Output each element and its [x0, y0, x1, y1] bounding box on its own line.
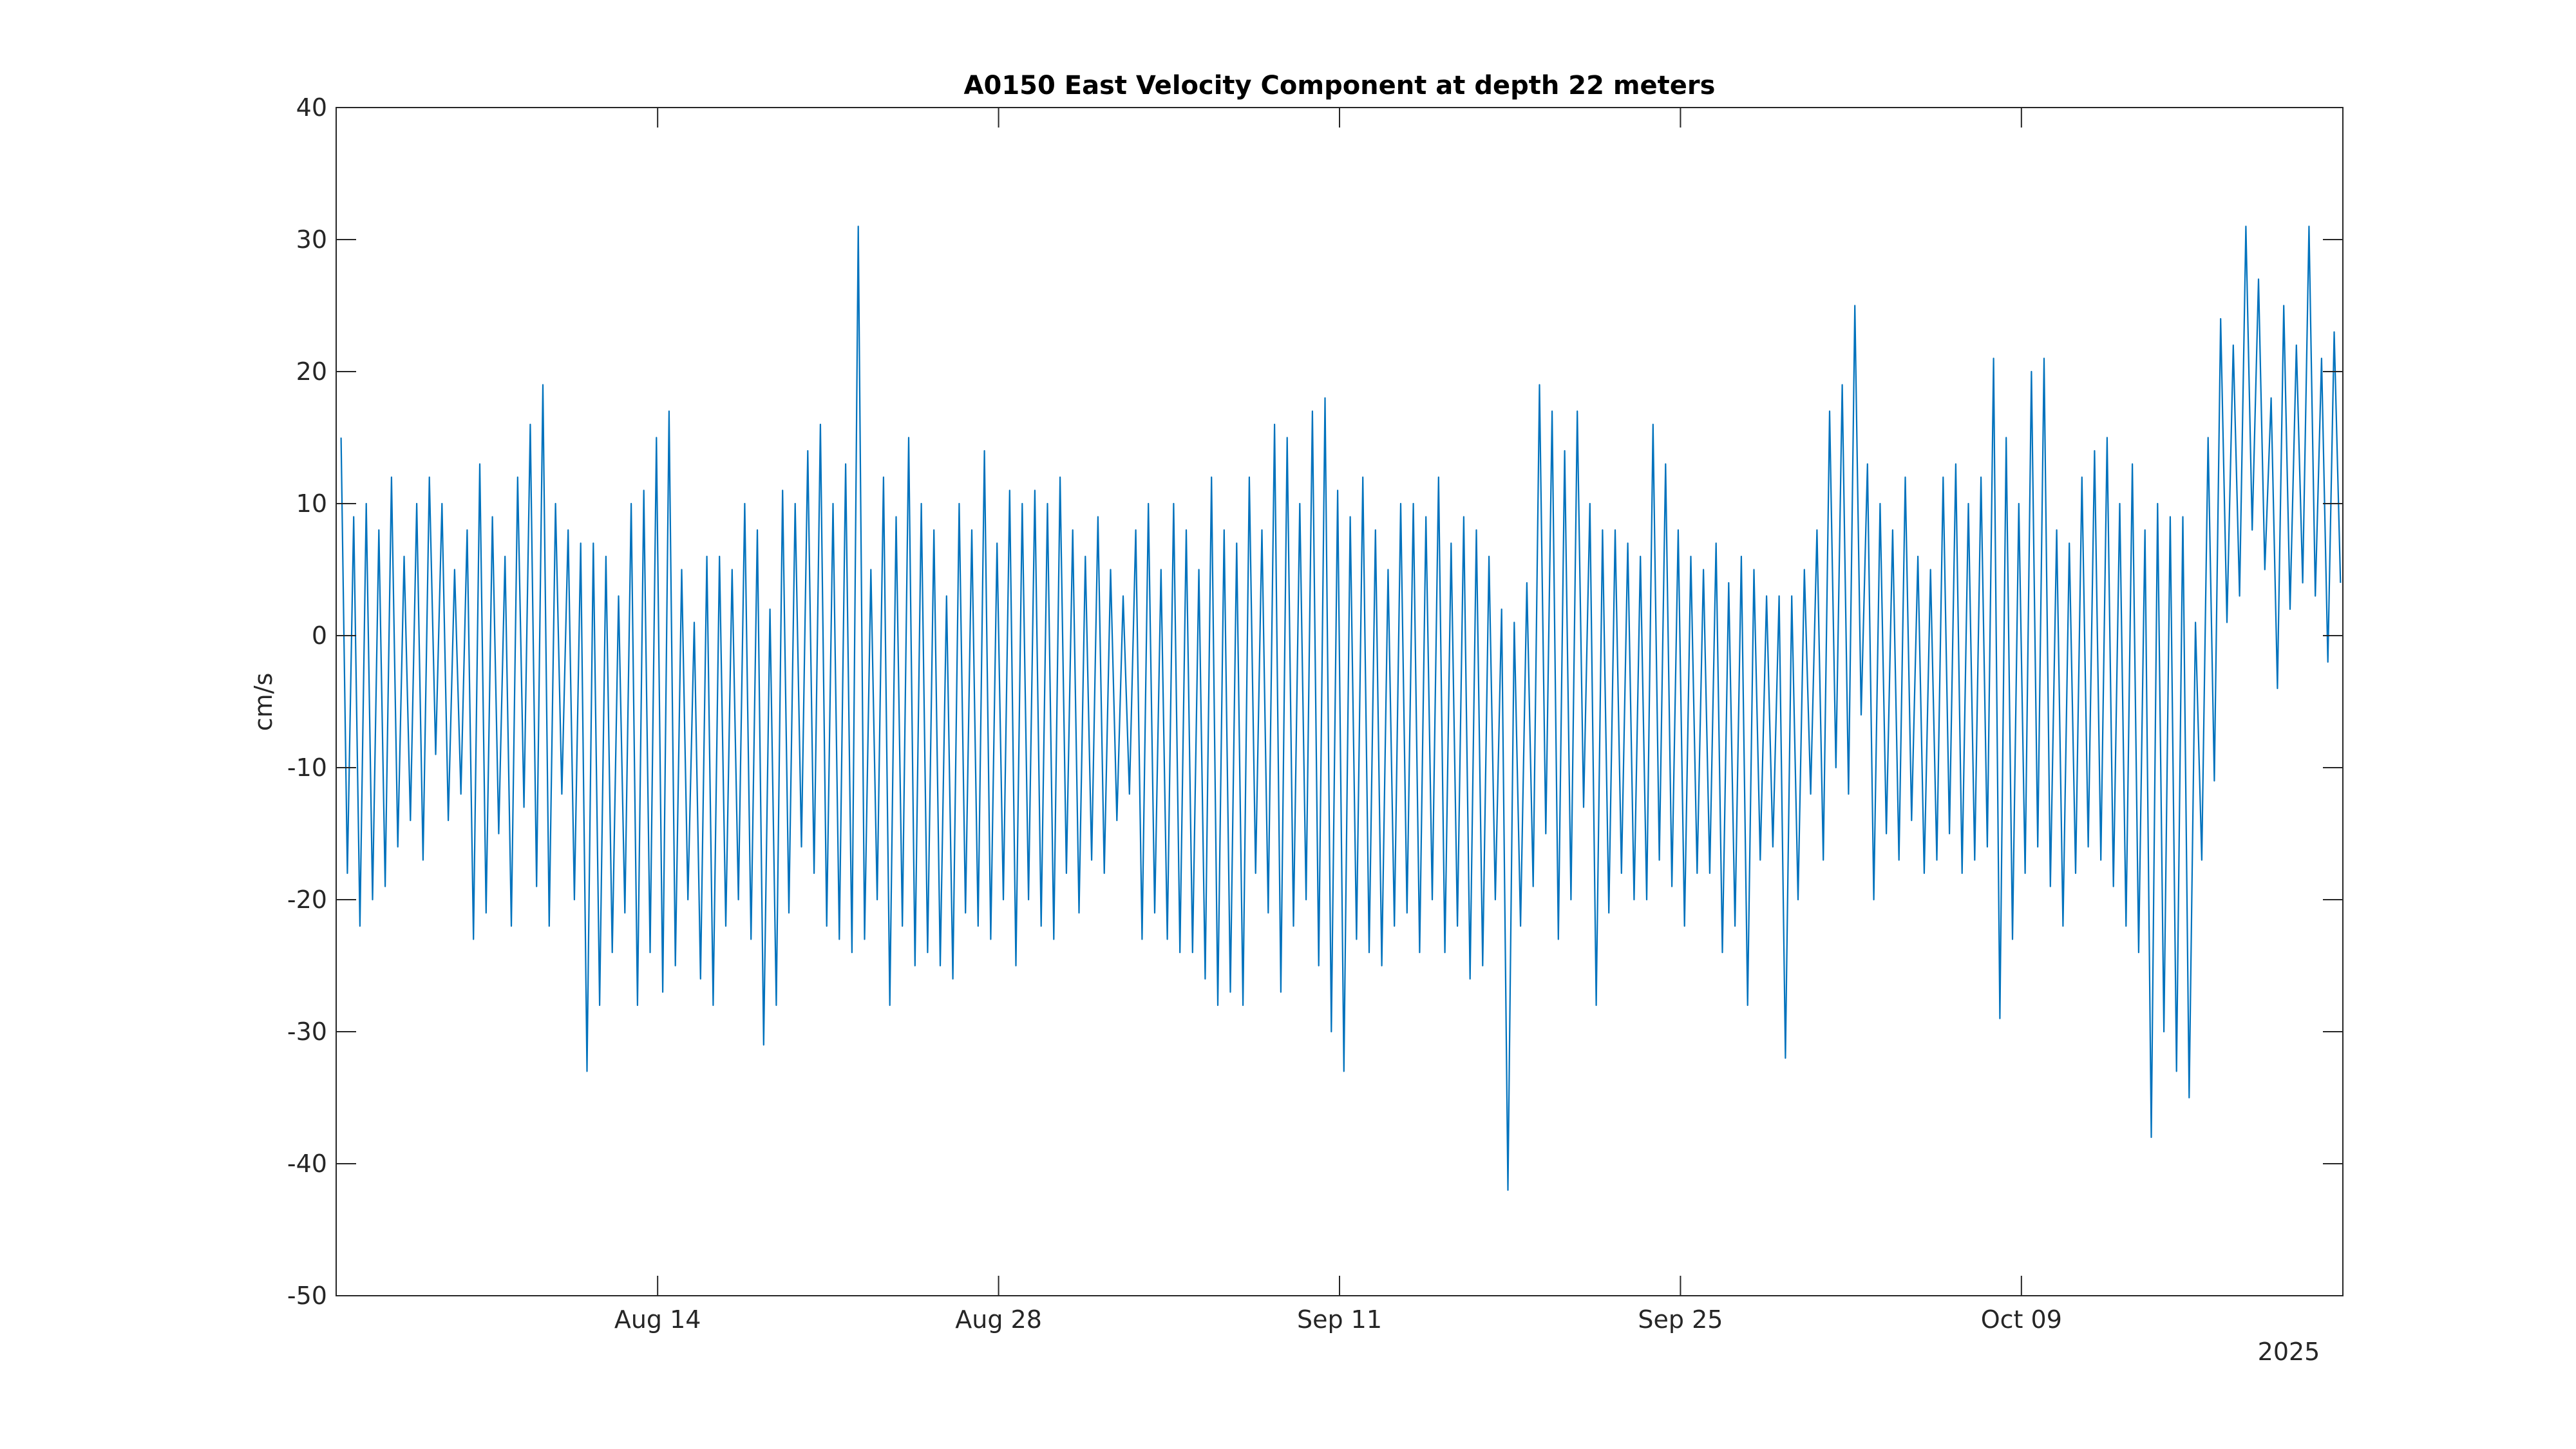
y-tick-label: 30 [296, 225, 327, 254]
x-axis-year-label: 2025 [2258, 1338, 2320, 1366]
series-layer [340, 225, 2342, 1191]
y-axis-label: cm/s [249, 673, 278, 732]
chart-title: A0150 East Velocity Component at depth 2… [964, 71, 1716, 100]
axes-layer: -50 -40 -30 -20 -10 0 10 20 30 40 Aug 14 Aug 28 Sep … [287, 93, 2344, 1334]
x-tick-label: Aug 28 [955, 1305, 1042, 1334]
y-tick-label: -10 [287, 753, 327, 782]
x-tick-label: Aug 14 [614, 1305, 701, 1334]
y-tick-label: -50 [287, 1282, 327, 1310]
y-tick-label: -20 [287, 886, 327, 914]
y-tick-label: 0 [312, 621, 327, 650]
y-tick-label: 10 [296, 489, 327, 518]
x-tick-label: Sep 11 [1297, 1305, 1382, 1334]
y-tick-label: 20 [296, 357, 327, 386]
series-line [340, 225, 2342, 1191]
x-tick-label: Sep 25 [1638, 1305, 1723, 1334]
y-tick-label: -30 [287, 1018, 327, 1046]
y-tick-label: 40 [296, 93, 327, 122]
x-tick-label: Oct 09 [1981, 1305, 2062, 1334]
y-tick-label: -40 [287, 1150, 327, 1178]
